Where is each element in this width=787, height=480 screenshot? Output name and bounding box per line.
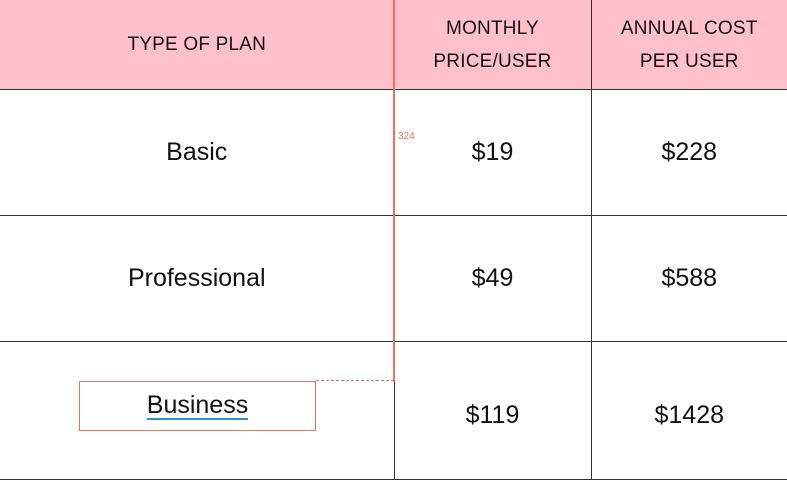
selected-plan-text[interactable]: Business: [79, 391, 316, 420]
alignment-guide-vertical: [393, 0, 395, 382]
selected-plan-label: Business: [147, 392, 248, 420]
header-monthly-price-line2: PRICE/USER: [395, 45, 591, 78]
header-annual-cost-line1: ANNUAL COST: [592, 12, 787, 45]
header-annual-cost[interactable]: ANNUAL COST PER USER: [591, 0, 787, 90]
annual-cost-cell[interactable]: $588: [591, 216, 787, 342]
monthly-price-cell[interactable]: $19: [394, 90, 591, 216]
header-annual-cost-line2: PER USER: [592, 45, 787, 78]
guide-measure-label: 324: [398, 131, 415, 142]
monthly-price-cell[interactable]: $49: [394, 216, 591, 342]
annual-cost-cell[interactable]: $1428: [591, 342, 787, 480]
annual-cost-cell[interactable]: $228: [591, 90, 787, 216]
alignment-guide-dashed: [316, 380, 394, 381]
header-type-of-plan-text: TYPE OF PLAN: [0, 28, 394, 61]
monthly-price-cell[interactable]: $119: [394, 342, 591, 480]
plan-cell[interactable]: Professional: [0, 216, 394, 342]
header-monthly-price[interactable]: MONTHLY PRICE/USER: [394, 0, 591, 90]
plan-cell[interactable]: Basic: [0, 90, 394, 216]
header-monthly-price-line1: MONTHLY: [395, 12, 591, 45]
header-type-of-plan[interactable]: TYPE OF PLAN: [0, 0, 394, 90]
